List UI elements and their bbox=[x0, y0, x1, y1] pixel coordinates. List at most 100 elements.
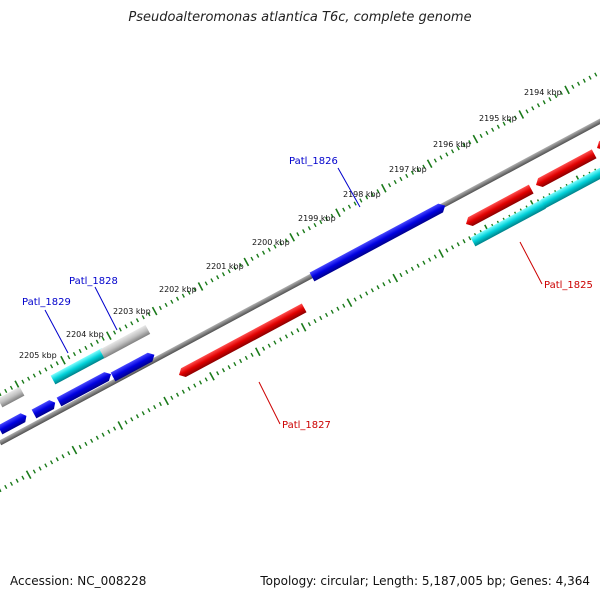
gene-patl-1828-arrow[interactable] bbox=[110, 350, 157, 382]
scale-tick bbox=[55, 457, 59, 462]
scale-tick bbox=[353, 297, 357, 302]
gene-patl-1827-arrow[interactable] bbox=[177, 303, 307, 379]
gene-feature-red[interactable] bbox=[595, 136, 600, 153]
scale-tick bbox=[187, 386, 191, 391]
scale-tick bbox=[588, 75, 592, 80]
gene-label-patl-1829[interactable]: Patl_1829 bbox=[22, 297, 71, 308]
scale-tick bbox=[118, 327, 122, 332]
scale-tick bbox=[130, 417, 134, 422]
scale-tick bbox=[353, 201, 357, 206]
scale-label: 2200 kbp bbox=[252, 238, 290, 247]
scale-tick bbox=[462, 239, 466, 244]
scale-tick bbox=[330, 213, 334, 218]
scale-tick bbox=[313, 222, 317, 228]
scale-tick bbox=[300, 322, 307, 332]
scale-tick bbox=[170, 299, 174, 304]
plus-strand-features-inner bbox=[0, 350, 157, 435]
scale-tick bbox=[105, 331, 112, 340]
scale-tick bbox=[254, 347, 261, 357]
scale-tick bbox=[158, 305, 162, 311]
gene-feature-red[interactable] bbox=[534, 149, 597, 189]
scale-tick bbox=[101, 432, 105, 437]
scale-tick bbox=[330, 309, 334, 314]
scale-tick bbox=[319, 315, 323, 321]
scale-tick bbox=[49, 460, 54, 465]
scale-tick bbox=[525, 109, 529, 114]
scale-tick bbox=[44, 367, 48, 372]
scale-label: 2203 kbp bbox=[113, 307, 151, 316]
scale-tick bbox=[141, 315, 145, 320]
scale-tick bbox=[141, 411, 145, 416]
scale-tick bbox=[250, 352, 254, 357]
scale-tick bbox=[594, 72, 598, 77]
scale-tick bbox=[0, 392, 2, 397]
scale-tick bbox=[84, 441, 88, 447]
scale-tick bbox=[227, 365, 231, 370]
scale-label: 2198 kbp bbox=[343, 190, 381, 199]
scale-tick bbox=[450, 149, 455, 154]
scale-tick bbox=[365, 195, 369, 200]
scale-label: 2195 kbp bbox=[479, 114, 517, 123]
gene-feature-cyan[interactable] bbox=[50, 348, 107, 385]
scale-tick bbox=[335, 208, 341, 218]
scale-tick bbox=[239, 358, 243, 364]
scale-tick bbox=[233, 265, 237, 271]
scale-tick bbox=[221, 368, 226, 373]
scale-tick bbox=[4, 484, 8, 490]
scale-tick bbox=[405, 173, 409, 179]
scale-tick bbox=[15, 478, 19, 483]
scale-tick bbox=[485, 130, 489, 136]
gene-feature-grey[interactable] bbox=[0, 386, 25, 408]
scale-tick bbox=[273, 340, 277, 345]
scale-tick bbox=[346, 298, 353, 307]
scale-tick bbox=[479, 133, 483, 139]
gene-feature-blue[interactable] bbox=[31, 398, 58, 419]
scale-tick bbox=[72, 351, 77, 357]
scale-tick bbox=[9, 385, 14, 390]
scale-tick bbox=[210, 278, 214, 283]
scale-tick bbox=[193, 287, 197, 292]
scale-tick bbox=[163, 396, 170, 406]
scale-tick bbox=[135, 318, 140, 323]
scale-tick bbox=[502, 121, 506, 126]
scale-tick bbox=[456, 146, 460, 151]
gene-label-patl-1828[interactable]: Patl_1828 bbox=[69, 276, 118, 287]
scale-tick bbox=[399, 272, 403, 278]
scale-tick bbox=[95, 435, 99, 440]
scale-tick bbox=[227, 269, 231, 274]
scale-tick bbox=[392, 273, 399, 283]
scale-label: 2202 kbp bbox=[159, 285, 197, 294]
scale-tick bbox=[472, 134, 479, 144]
scale-tick bbox=[359, 198, 363, 203]
scale-tick bbox=[204, 281, 208, 286]
scale-tick bbox=[559, 90, 563, 96]
gene-patl-1826-arrow[interactable] bbox=[309, 201, 448, 282]
gene-label-patl-1825[interactable]: Patl_1825 bbox=[544, 280, 593, 291]
scale-tick bbox=[250, 256, 254, 261]
scale-tick bbox=[158, 401, 162, 407]
scale-tick bbox=[117, 421, 124, 430]
gene-feature-grey[interactable] bbox=[99, 325, 151, 359]
scale-tick bbox=[307, 322, 311, 327]
scale-tick bbox=[548, 97, 552, 102]
scale-tick bbox=[21, 379, 25, 384]
gene-label-patl-1826[interactable]: Patl_1826 bbox=[289, 156, 338, 167]
gene-patl-1825-arrow[interactable] bbox=[464, 184, 534, 229]
scale-tick bbox=[239, 262, 243, 268]
scale-tick bbox=[462, 143, 466, 148]
scale-tick bbox=[393, 179, 397, 185]
scale-tick bbox=[197, 282, 204, 291]
scale-tick bbox=[468, 236, 472, 241]
gene-label-patl-1827[interactable]: Patl_1827 bbox=[282, 420, 331, 431]
gene-feature-cyan[interactable] bbox=[470, 199, 546, 247]
scale-tick bbox=[181, 293, 185, 298]
gene-patl-1829-arrow[interactable] bbox=[56, 370, 114, 407]
scale-tick bbox=[49, 364, 54, 369]
scale-label: 2194 kbp bbox=[524, 88, 562, 97]
scale-tick bbox=[554, 93, 558, 99]
scale-tick bbox=[267, 247, 271, 252]
scale-tick bbox=[95, 339, 99, 344]
gene-feature-blue[interactable] bbox=[0, 411, 29, 435]
gene-feature-cyan[interactable] bbox=[540, 166, 600, 209]
